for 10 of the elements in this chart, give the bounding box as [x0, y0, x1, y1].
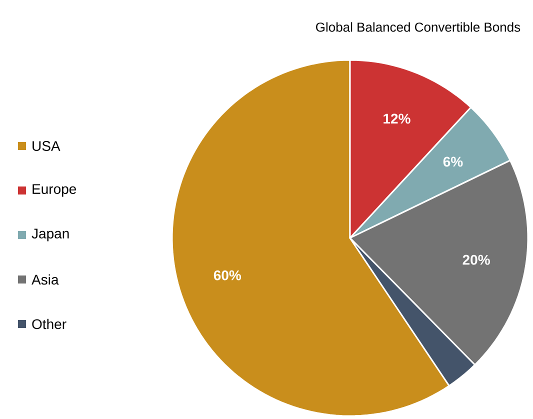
- legend-label: Other: [32, 318, 66, 330]
- data-label: 6%: [443, 156, 463, 167]
- data-label: 12%: [384, 114, 410, 124]
- data-label: 60%: [214, 270, 242, 280]
- legend-label: Asia: [32, 274, 59, 285]
- legend-label: Europe: [32, 184, 76, 197]
- data-label: 20%: [462, 254, 490, 265]
- legend-label: USA: [32, 141, 60, 151]
- chart-title: Global Balanced Convertible Bonds: [316, 22, 520, 32]
- legend-label: Japan: [32, 228, 69, 242]
